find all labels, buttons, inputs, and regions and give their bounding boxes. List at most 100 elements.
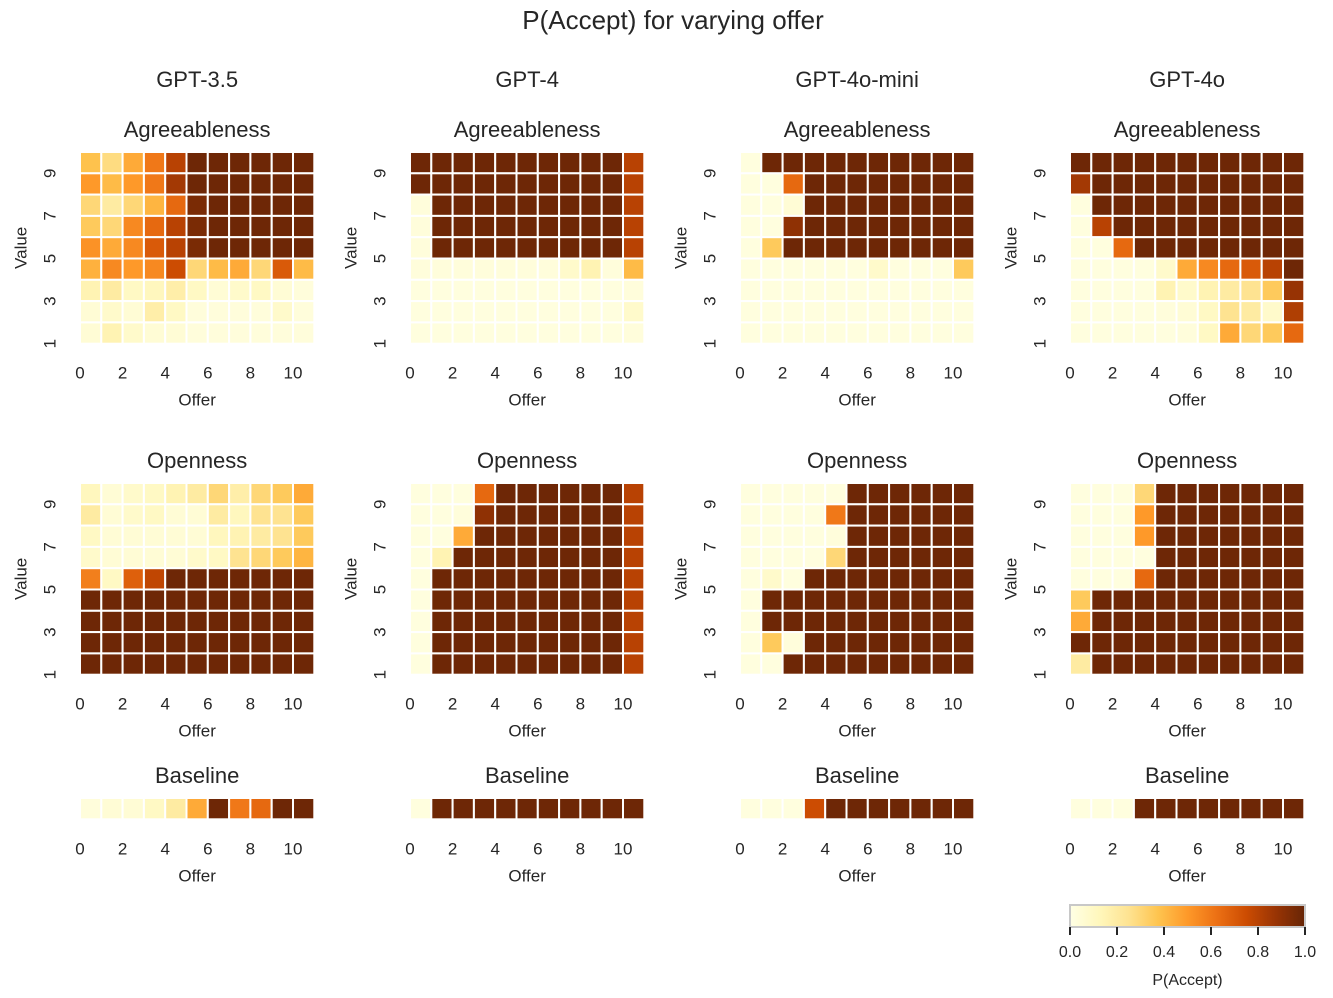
x-tick-label: 4 bbox=[820, 839, 829, 858]
heatmap-cell bbox=[1069, 151, 1093, 175]
x-tick-label: 0 bbox=[735, 364, 744, 383]
heatmap-cell bbox=[228, 193, 252, 217]
heatmap-cell bbox=[781, 321, 805, 345]
heatmap-cell bbox=[1175, 524, 1199, 548]
x-tick-label: 2 bbox=[118, 695, 127, 714]
y-tick-label: 5 bbox=[700, 254, 719, 263]
heatmap-cell bbox=[472, 652, 497, 676]
heatmap-cell bbox=[888, 652, 912, 676]
heatmap-cell bbox=[802, 257, 827, 281]
heatmap-cell bbox=[409, 482, 433, 506]
y-tick-label: 9 bbox=[40, 500, 59, 509]
heatmap-cell bbox=[1282, 236, 1306, 260]
heatmap-cell bbox=[142, 278, 167, 303]
heatmap-cell bbox=[1154, 151, 1178, 175]
heatmap-cell bbox=[142, 236, 167, 260]
heatmap-cell bbox=[206, 278, 231, 303]
heatmap-cell bbox=[164, 631, 188, 655]
x-tick-label: 0 bbox=[1065, 695, 1074, 714]
heatmap-cell bbox=[622, 567, 646, 591]
y-axis-label: Value bbox=[11, 227, 30, 269]
heatmap-cell bbox=[760, 236, 784, 260]
heatmap-cell bbox=[79, 257, 103, 281]
heatmap-cell bbox=[1132, 567, 1157, 591]
heatmap-cell bbox=[249, 545, 273, 570]
heatmap-cell bbox=[206, 545, 231, 570]
heatmap-cell bbox=[430, 797, 454, 821]
heatmap-cell bbox=[430, 300, 454, 324]
heatmap-cell bbox=[1282, 588, 1306, 612]
heatmap-cell bbox=[824, 236, 848, 260]
heatmap-cell bbox=[952, 797, 976, 821]
y-tick-label: 9 bbox=[1030, 500, 1049, 509]
heatmap-cell bbox=[802, 631, 827, 655]
heatmap-cell bbox=[1196, 172, 1221, 196]
heatmap-cell bbox=[845, 652, 869, 676]
heatmap-cell bbox=[824, 278, 848, 303]
x-axis-label: Offer bbox=[838, 391, 876, 410]
heatmap-cell bbox=[845, 321, 869, 345]
y-tick-label: 9 bbox=[40, 169, 59, 178]
heatmap-cell bbox=[121, 300, 145, 324]
heatmap-cell bbox=[536, 588, 561, 612]
heatmap-cell bbox=[1282, 214, 1306, 239]
heatmap-cell bbox=[409, 278, 433, 303]
model-title-gpt-4o-mini: GPT-4o-mini bbox=[795, 67, 918, 92]
heatmap-cell bbox=[1175, 151, 1199, 175]
heatmap-cell bbox=[451, 609, 475, 634]
heatmap-cell bbox=[1069, 652, 1093, 676]
heatmap-cell bbox=[1282, 172, 1306, 196]
heatmap-cell bbox=[79, 588, 103, 612]
heatmap-cell bbox=[164, 797, 188, 821]
heatmap-cell bbox=[249, 631, 273, 655]
heatmap-cell bbox=[952, 545, 976, 570]
y-tick-label: 7 bbox=[40, 542, 59, 551]
heatmap-cell bbox=[270, 278, 295, 303]
heatmap-cell bbox=[100, 797, 124, 821]
heatmap-cell bbox=[824, 151, 848, 175]
heatmap-cell bbox=[781, 524, 805, 548]
heatmap-cell bbox=[409, 172, 433, 196]
heatmap-gpt-3-5-openness: Openness 0 2 4 6 8 10 Offer 9 7 5 3 1 Value bbox=[11, 448, 316, 741]
heatmap-cell bbox=[206, 797, 231, 821]
heatmap-cell bbox=[430, 524, 454, 548]
x-tick-label: 8 bbox=[246, 839, 255, 858]
y-tick-label: 1 bbox=[1030, 670, 1049, 679]
heatmap-cell bbox=[515, 482, 539, 506]
heatmap-cell bbox=[1260, 257, 1284, 281]
heatmap-cell bbox=[760, 300, 784, 324]
y-tick-label: 1 bbox=[40, 339, 59, 348]
heatmap-cell bbox=[185, 482, 209, 506]
heatmap-cell bbox=[472, 631, 497, 655]
heatmap-cell bbox=[866, 151, 891, 175]
heatmap-cell bbox=[558, 193, 582, 217]
panel-title: Openness bbox=[477, 448, 577, 473]
heatmap-cell bbox=[866, 257, 891, 281]
heatmap-cell bbox=[292, 588, 316, 612]
heatmap-cell bbox=[1218, 300, 1242, 324]
x-tick-label: 10 bbox=[1274, 695, 1293, 714]
heatmap-cell bbox=[121, 524, 145, 548]
heatmap-cell bbox=[270, 300, 295, 324]
heatmap-cell bbox=[952, 257, 976, 281]
heatmap-cell bbox=[824, 609, 848, 634]
y-tick-label: 3 bbox=[40, 296, 59, 305]
heatmap-cell bbox=[228, 503, 252, 527]
heatmap-cell bbox=[292, 236, 316, 260]
heatmap-cell bbox=[622, 482, 646, 506]
heatmap-cell bbox=[781, 631, 805, 655]
heatmap-cell bbox=[249, 300, 273, 324]
heatmap-cell bbox=[888, 524, 912, 548]
heatmap-cell bbox=[249, 172, 273, 196]
heatmap-cell bbox=[536, 300, 561, 324]
heatmap-cell bbox=[600, 236, 625, 260]
x-tick-label: 6 bbox=[203, 839, 212, 858]
heatmap-cell bbox=[142, 652, 167, 676]
heatmap-cell bbox=[558, 545, 582, 570]
heatmap-cell bbox=[1090, 524, 1114, 548]
x-tick-label: 0 bbox=[75, 364, 84, 383]
heatmap-cell bbox=[579, 214, 603, 239]
heatmap-cell bbox=[536, 236, 561, 260]
heatmap-cell bbox=[121, 631, 145, 655]
heatmap-cell bbox=[1132, 482, 1157, 506]
